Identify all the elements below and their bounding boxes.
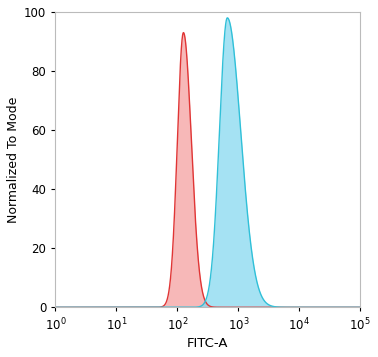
Y-axis label: Normalized To Mode: Normalized To Mode: [7, 96, 20, 223]
X-axis label: FITC-A: FITC-A: [187, 337, 229, 350]
